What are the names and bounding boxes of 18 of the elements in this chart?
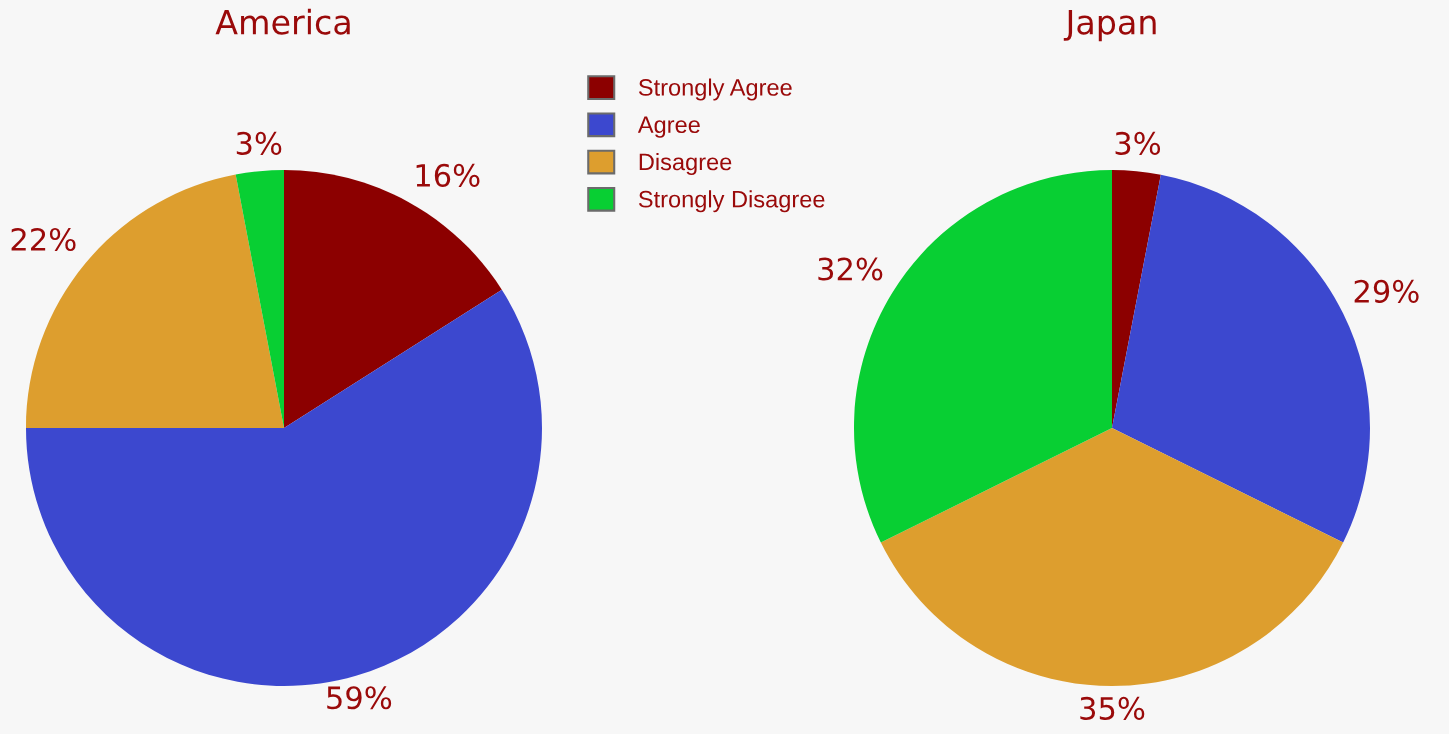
legend-label: Agree bbox=[637, 116, 700, 138]
legend-label: Disagree bbox=[639, 152, 732, 175]
data-label: 16% bbox=[416, 163, 480, 187]
pie-slice bbox=[1112, 170, 1161, 428]
data-label: 22% bbox=[11, 227, 76, 252]
legend-label: Strongly Disagree bbox=[638, 190, 825, 213]
data-label: 59% bbox=[327, 686, 392, 710]
pie-slice bbox=[26, 289, 542, 686]
legend-label: Strongly Agree bbox=[638, 78, 792, 101]
chart-title: America bbox=[215, 8, 350, 35]
data-label: 32% bbox=[818, 257, 883, 281]
chart-title: Japan bbox=[1063, 9, 1156, 42]
data-label: 3% bbox=[1115, 131, 1161, 155]
data-label: 29% bbox=[1354, 279, 1419, 303]
data-label: 35% bbox=[1080, 696, 1145, 720]
data-label: 3% bbox=[236, 131, 282, 155]
pie-slice bbox=[880, 428, 1344, 686]
pie-slice bbox=[235, 170, 284, 428]
